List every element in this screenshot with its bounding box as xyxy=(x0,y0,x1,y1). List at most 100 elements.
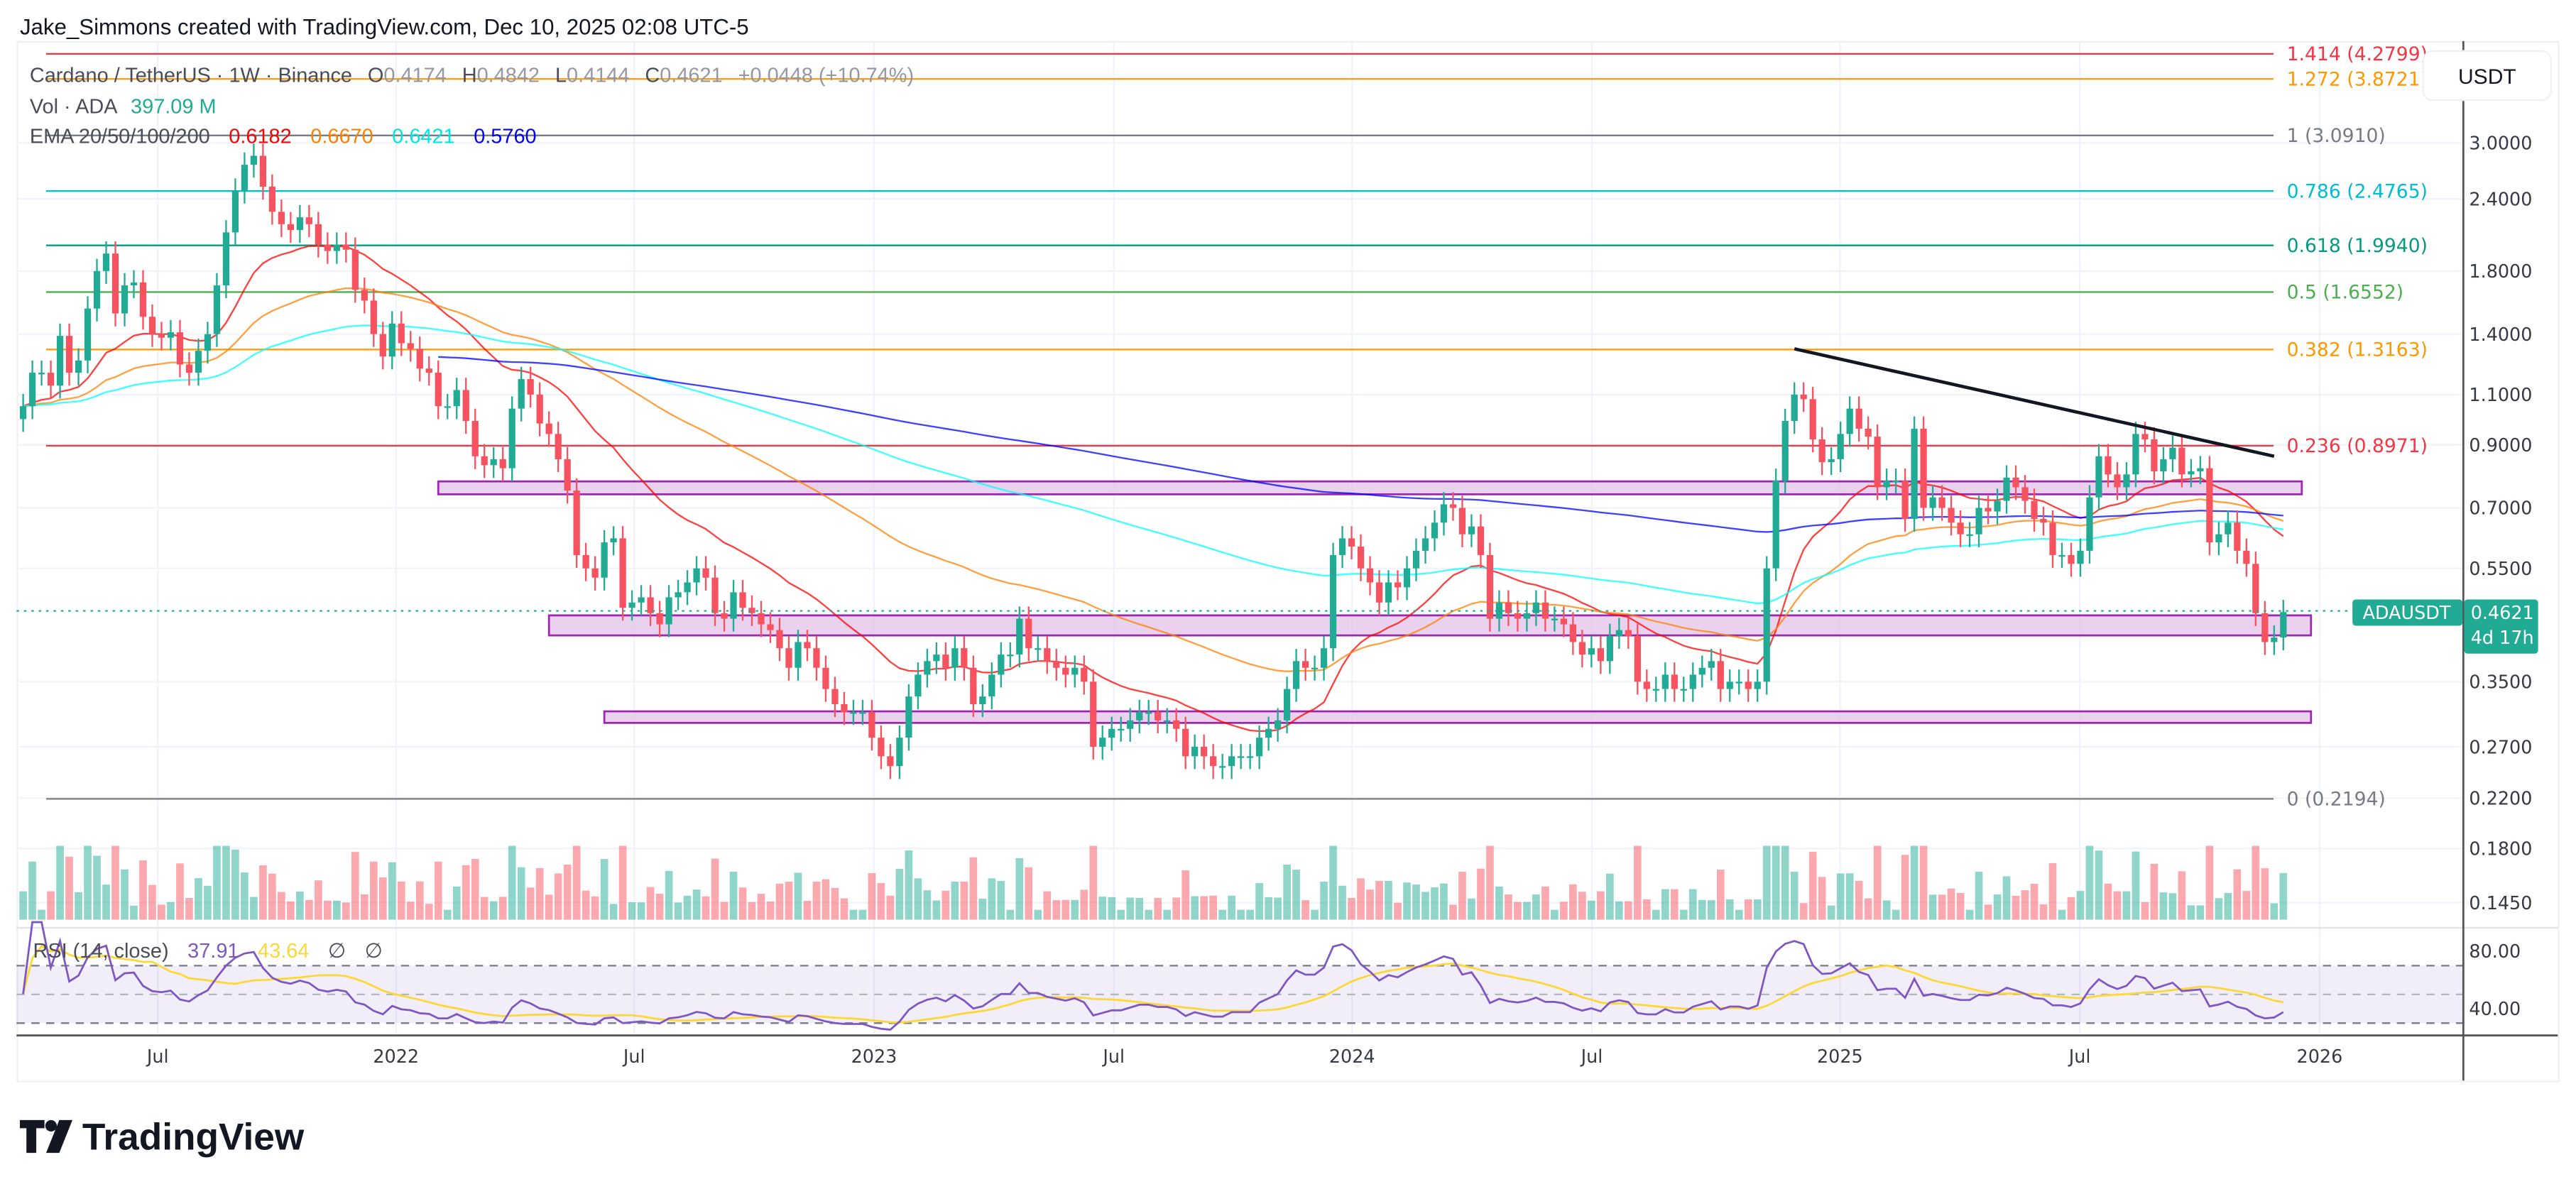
volume-bar xyxy=(1560,902,1568,920)
volume-bar xyxy=(1366,889,1374,920)
volume-bar xyxy=(1975,872,1983,920)
symbol-tag xyxy=(2352,599,2463,626)
candle-body xyxy=(490,459,497,466)
volume-bar xyxy=(1882,900,1891,920)
volume-bar xyxy=(591,896,599,920)
candle-body xyxy=(1809,399,1816,439)
volume-bar xyxy=(886,895,895,920)
time-tick: 2023 xyxy=(851,1046,897,1067)
price-tick: 0.2700 xyxy=(2469,736,2532,757)
time-axis[interactable]: Jul 2022 Jul 2023 Jul 2024 Jul 2025 Jul 2026 xyxy=(146,1046,2342,1067)
volume-bar xyxy=(1191,896,1199,920)
volume-bar xyxy=(2279,872,2288,920)
fib-retracement[interactable]: 1.414 (4.2799) 1.272 (3.8721) 1 (3.0910) 0.… xyxy=(45,43,2428,811)
candle-body xyxy=(1182,728,1189,757)
volume-bar xyxy=(121,869,129,920)
ema-legend: EMA 20/50/100/200 0.6182 0.6670 0.6421 0… xyxy=(30,125,537,148)
volume-bar xyxy=(2270,903,2278,920)
volume-bar xyxy=(111,845,119,920)
volume-bar xyxy=(748,902,756,920)
candle-body xyxy=(1035,648,1042,650)
candle-body xyxy=(951,648,959,668)
volume-bar xyxy=(1468,898,1475,920)
candle-body xyxy=(804,642,811,649)
candle-body xyxy=(1680,689,1687,691)
candle-body xyxy=(453,390,460,407)
candle-body xyxy=(1118,728,1125,731)
currency-button[interactable] xyxy=(2422,50,2553,102)
volume-bar xyxy=(185,898,193,920)
candle-body xyxy=(1625,630,1632,636)
volume-bar xyxy=(1052,900,1061,920)
volume-bar xyxy=(1652,909,1660,920)
volume-bar xyxy=(250,897,258,920)
rsi-tick: 40.00 xyxy=(2469,998,2521,1019)
candle-body xyxy=(19,406,27,420)
support-zones[interactable] xyxy=(437,480,2313,724)
candle-body xyxy=(425,368,432,373)
rsi-line xyxy=(22,921,2284,1031)
volume-bar xyxy=(93,855,101,920)
volume-bar xyxy=(56,845,64,920)
candle-body xyxy=(555,434,562,459)
volume-bar xyxy=(287,901,295,920)
candle-body xyxy=(1173,720,1180,729)
volume-bar xyxy=(351,852,359,920)
chart-frame xyxy=(16,40,2560,1083)
price-axis[interactable]: 3.0000 2.4000 1.8000 1.4000 1.1000 0.9000 0.70… xyxy=(2469,133,2532,914)
volume-bar xyxy=(2141,902,2149,920)
volume-bar xyxy=(434,861,442,920)
volume-bar xyxy=(1357,878,1365,920)
fib-label: 1.414 (4.2799) xyxy=(2287,43,2428,65)
candle-body xyxy=(1754,681,1761,689)
candle-body xyxy=(1643,681,1650,689)
time-tick: 2022 xyxy=(373,1046,419,1067)
trendline[interactable] xyxy=(1794,347,2275,459)
candle-body xyxy=(1514,613,1522,619)
candle-body xyxy=(813,648,820,668)
candle-body xyxy=(1929,497,1936,508)
candle-body xyxy=(841,704,848,713)
candle-body xyxy=(508,408,515,469)
volume-bar xyxy=(1265,897,1272,920)
candle-body xyxy=(2012,477,2019,488)
candle-body xyxy=(1421,538,1429,551)
volume-bar xyxy=(618,845,627,920)
price-tick: 1.4000 xyxy=(2469,324,2532,345)
volume-bar xyxy=(489,901,498,920)
candle-body xyxy=(2151,439,2158,471)
price-tick: 0.3500 xyxy=(2469,672,2532,693)
candle-body xyxy=(2188,471,2195,475)
candle-body xyxy=(65,336,73,373)
volume-bar xyxy=(333,900,341,920)
candle-body xyxy=(1016,618,1023,655)
candle-body xyxy=(1311,667,1319,670)
volume-bar xyxy=(1523,902,1531,920)
volume-bar xyxy=(794,872,802,920)
tradingview-logo[interactable]: TradingView xyxy=(19,1116,305,1158)
candle-body xyxy=(1671,674,1678,689)
rsi-lines xyxy=(22,921,2284,1031)
rsi-ma-line xyxy=(22,944,2284,1024)
volume-bar xyxy=(1043,891,1052,920)
candle-body xyxy=(2068,554,2075,564)
volume-bar xyxy=(378,877,387,920)
volume-bar xyxy=(572,845,581,920)
candle-body xyxy=(2123,474,2130,488)
candle-body xyxy=(2271,637,2278,642)
candle-body xyxy=(250,155,258,165)
candle-body xyxy=(1164,720,1171,723)
volume-bar xyxy=(1375,880,1383,920)
candle-body xyxy=(241,165,249,191)
candle-body xyxy=(2021,487,2029,501)
price-tick: 3.0000 xyxy=(2469,133,2532,154)
volume-bar xyxy=(452,886,461,920)
candle-body xyxy=(1283,689,1291,720)
volume-bar xyxy=(1541,886,1549,920)
candle-body xyxy=(370,300,377,334)
candle-body xyxy=(2049,522,2056,555)
volume-bar xyxy=(28,861,36,920)
candle-body xyxy=(499,459,506,469)
candle-body xyxy=(1541,602,1549,619)
